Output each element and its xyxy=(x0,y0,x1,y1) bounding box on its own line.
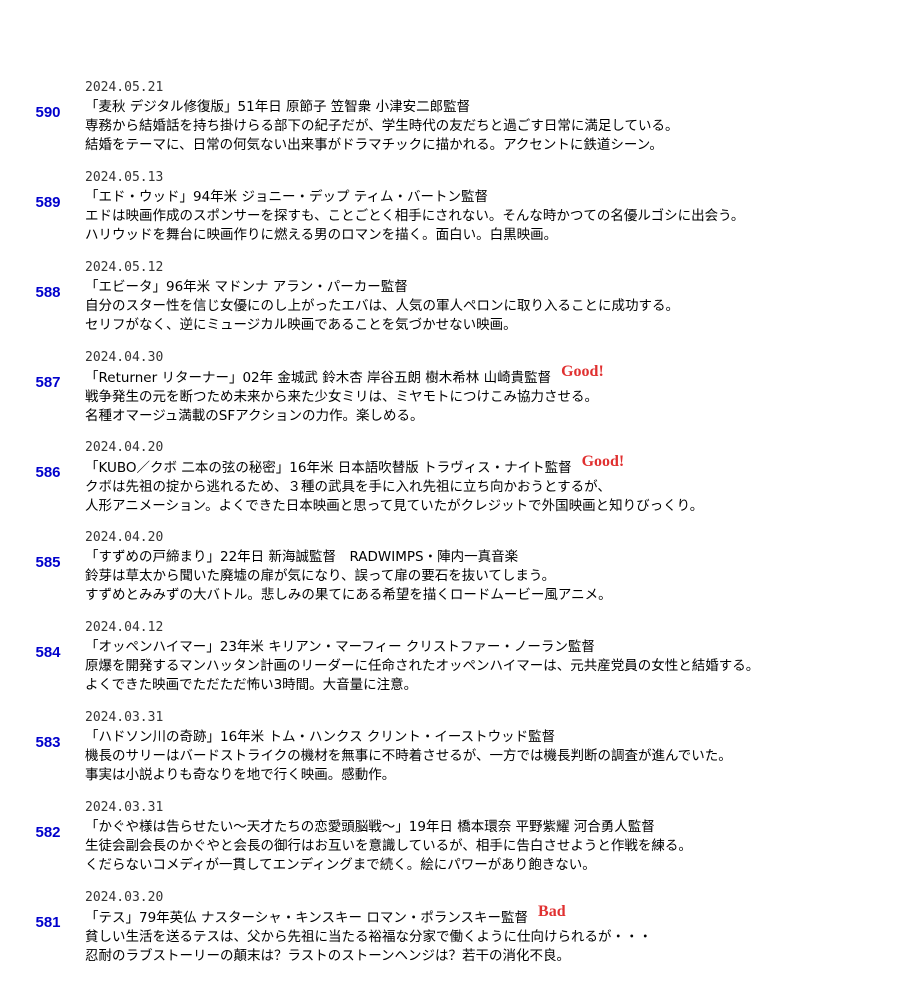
entry-title: 「オッペンハイマー」23年米 キリアン・マーフィー クリストファー・ノーラン監督 xyxy=(85,638,759,657)
description-line: 自分のスター性を信じ女優にのし上がったエバは、人気の軍人ペロンに取り入ることに成… xyxy=(85,298,679,314)
entry-date: 2024.04.30 xyxy=(85,350,164,365)
entry-number: 586 xyxy=(35,464,61,481)
entry-date: 2024.03.31 xyxy=(85,710,164,725)
entry-date: 2024.03.20 xyxy=(85,890,164,905)
entry-text: 「エド・ウッド」94年米 ジョニー・デップ ティム・バートン監督エドは映画作成の… xyxy=(85,188,744,245)
description-line: 鈴芽は草太から聞いた廃墟の扉が気になり、誤って扉の要石を抜いてしまう。 xyxy=(85,568,556,584)
entry-number: 585 xyxy=(35,554,61,571)
entry-title: 「KUBO／クボ 二本の弦の秘密」16年米 日本語吹替版 トラヴィス・ナイト監督… xyxy=(85,453,703,478)
description-line: 貧しい生活を送るテスは、父から先祖に当たる裕福な分家で働くように仕向けられるが・… xyxy=(85,929,652,945)
entry-number: 581 xyxy=(35,914,61,931)
description-line: ハリウッドを舞台に映画作りに燃える男のロマンを描く。面白い。白黒映画。 xyxy=(85,227,558,243)
entry-number: 584 xyxy=(35,644,61,661)
title-text: 「エド・ウッド」94年米 ジョニー・デップ ティム・バートン監督 xyxy=(85,189,488,205)
description-line: クボは先祖の掟から逃れるため、３種の武具を手に入れ先祖に立ち向かおうとするが、 xyxy=(85,479,611,495)
title-text: 「テス」79年英仏 ナスターシャ・キンスキー ロマン・ポランスキー監督 xyxy=(85,910,529,926)
entry-text: 「エビータ」96年米 マドンナ アラン・パーカー監督自分のスター性を信じ女優にの… xyxy=(85,278,679,335)
title-text: 「Returner リターナー」02年 金城武 鈴木杏 岸谷五朗 樹木希林 山崎… xyxy=(85,370,552,386)
entry-date: 2024.04.20 xyxy=(85,530,164,545)
description-line: セリフがなく、逆にミュージカル映画であることを気づかせない映画。 xyxy=(85,317,517,333)
entry-title: 「かぐや様は告らせたい～天才たちの恋愛頭脳戦～」19年日 橋本環奈 平野紫耀 河… xyxy=(85,818,692,837)
entry-title: 「エビータ」96年米 マドンナ アラン・パーカー監督 xyxy=(85,278,679,297)
entry-date: 2024.05.13 xyxy=(85,170,164,185)
entry-text: 「KUBO／クボ 二本の弦の秘密」16年米 日本語吹替版 トラヴィス・ナイト監督… xyxy=(85,453,704,516)
description-line: すずめとみみずの大バトル。悲しみの果てにある希望を描くロードムービー風アニメ。 xyxy=(85,587,612,603)
entry-title: 「すずめの戸締まり」22年日 新海誠監督 RADWIMPS・陣内一真音楽 xyxy=(85,548,612,567)
entry-number: 587 xyxy=(35,374,61,391)
description-line: 人形アニメーション。よくできた日本映画と思って見ていたがクレジットで外国映画と知… xyxy=(85,498,704,514)
entry-number: 582 xyxy=(35,824,61,841)
description-line: 名種オマージュ満載のSFアクションの力作。楽しめる。 xyxy=(85,408,424,424)
entry-text: 「麦秋 デジタル修復版」51年日 原節子 笠智衆 小津安二郎監督専務から結婚話を… xyxy=(85,98,678,155)
title-text: 「かぐや様は告らせたい～天才たちの恋愛頭脳戦～」19年日 橋本環奈 平野紫耀 河… xyxy=(85,819,655,835)
title-text: 「ハドソン川の奇跡」16年米 トム・ハンクス クリント・イーストウッド監督 xyxy=(85,729,556,745)
rating: Good! xyxy=(561,363,604,380)
entry-text: 「かぐや様は告らせたい～天才たちの恋愛頭脳戦～」19年日 橋本環奈 平野紫耀 河… xyxy=(85,818,692,875)
title-text: 「すずめの戸締まり」22年日 新海誠監督 RADWIMPS・陣内一真音楽 xyxy=(85,549,519,565)
title-text: 「麦秋 デジタル修復版」51年日 原節子 笠智衆 小津安二郎監督 xyxy=(85,99,471,115)
entry-date: 2024.04.12 xyxy=(85,620,164,635)
entry-number: 588 xyxy=(35,284,61,301)
title-text: 「KUBO／クボ 二本の弦の秘密」16年米 日本語吹替版 トラヴィス・ナイト監督 xyxy=(85,460,572,476)
entry-number: 590 xyxy=(35,104,61,121)
description-line: 専務から結婚話を持ち掛けらる部下の紀子だが、学生時代の友だちと過ごす日常に満足し… xyxy=(85,118,679,134)
entry-text: 「ハドソン川の奇跡」16年米 トム・ハンクス クリント・イーストウッド監督機長の… xyxy=(85,728,732,785)
entry-date: 2024.05.21 xyxy=(85,80,164,95)
entry-text: 「オッペンハイマー」23年米 キリアン・マーフィー クリストファー・ノーラン監督… xyxy=(85,638,759,695)
description-line: 結婚をテーマに、日常の何気ない出来事がドラマチックに描かれる。アクセントに鉄道シ… xyxy=(85,137,663,153)
entry-text: 「テス」79年英仏 ナスターシャ・キンスキー ロマン・ポランスキー監督 Bad 貧し… xyxy=(85,903,652,966)
entry-number: 589 xyxy=(35,194,61,211)
title-text: 「オッペンハイマー」23年米 キリアン・マーフィー クリストファー・ノーラン監督 xyxy=(85,639,595,655)
description-line: 事実は小説よりも奇なりを地で行く映画。感動作。 xyxy=(85,767,396,783)
rating: Bad xyxy=(538,903,566,920)
description-line: 機長のサリーはバードストライクの機材を無事に不時着させるが、一方では機長判断の調… xyxy=(85,748,732,764)
entry-text: 「Returner リターナー」02年 金城武 鈴木杏 岸谷五朗 樹木希林 山崎… xyxy=(85,363,604,426)
entry-date: 2024.04.20 xyxy=(85,440,164,455)
entry-text: 「すずめの戸締まり」22年日 新海誠監督 RADWIMPS・陣内一真音楽鈴芽は草… xyxy=(85,548,612,605)
description-line: 生徒会副会長のかぐやと会長の御行はお互いを意識しているが、相手に告白させようと作… xyxy=(85,838,692,854)
description-line: 戦争発生の元を断つため未来から来た少女ミリは、ミヤモトにつけこみ協力させる。 xyxy=(85,389,598,405)
entry-number: 583 xyxy=(35,734,61,751)
description-line: くだらないコメディが一貫してエンディングまで続く。絵にパワーがあり飽きない。 xyxy=(85,857,596,873)
entry-title: 「Returner リターナー」02年 金城武 鈴木杏 岸谷五朗 樹木希林 山崎… xyxy=(85,363,604,388)
description-line: 原爆を開発するマンハッタン計画のリーダーに任命されたオッペンハイマーは、元共産党… xyxy=(85,658,760,674)
description-line: よくできた映画でただただ怖い3時間。大音量に注意。 xyxy=(85,677,418,693)
description-line: 忍耐のラブストーリーの顛末は？ラストのストーンヘンジは？若干の消化不良。 xyxy=(85,948,571,964)
entry-date: 2024.05.12 xyxy=(85,260,164,275)
entry-title: 「エド・ウッド」94年米 ジョニー・デップ ティム・バートン監督 xyxy=(85,188,744,207)
entry-title: 「麦秋 デジタル修復版」51年日 原節子 笠智衆 小津安二郎監督 xyxy=(85,98,678,117)
description-line: エドは映画作成のスポンサーを探すも、ことごとく相手にされない。そんな時かつての名… xyxy=(85,208,745,224)
entry-title: 「ハドソン川の奇跡」16年米 トム・ハンクス クリント・イーストウッド監督 xyxy=(85,728,732,747)
entry-title: 「テス」79年英仏 ナスターシャ・キンスキー ロマン・ポランスキー監督 Bad xyxy=(85,903,652,928)
title-text: 「エビータ」96年米 マドンナ アラン・パーカー監督 xyxy=(85,279,408,295)
rating: Good! xyxy=(581,453,625,470)
entry-date: 2024.03.31 xyxy=(85,800,164,815)
